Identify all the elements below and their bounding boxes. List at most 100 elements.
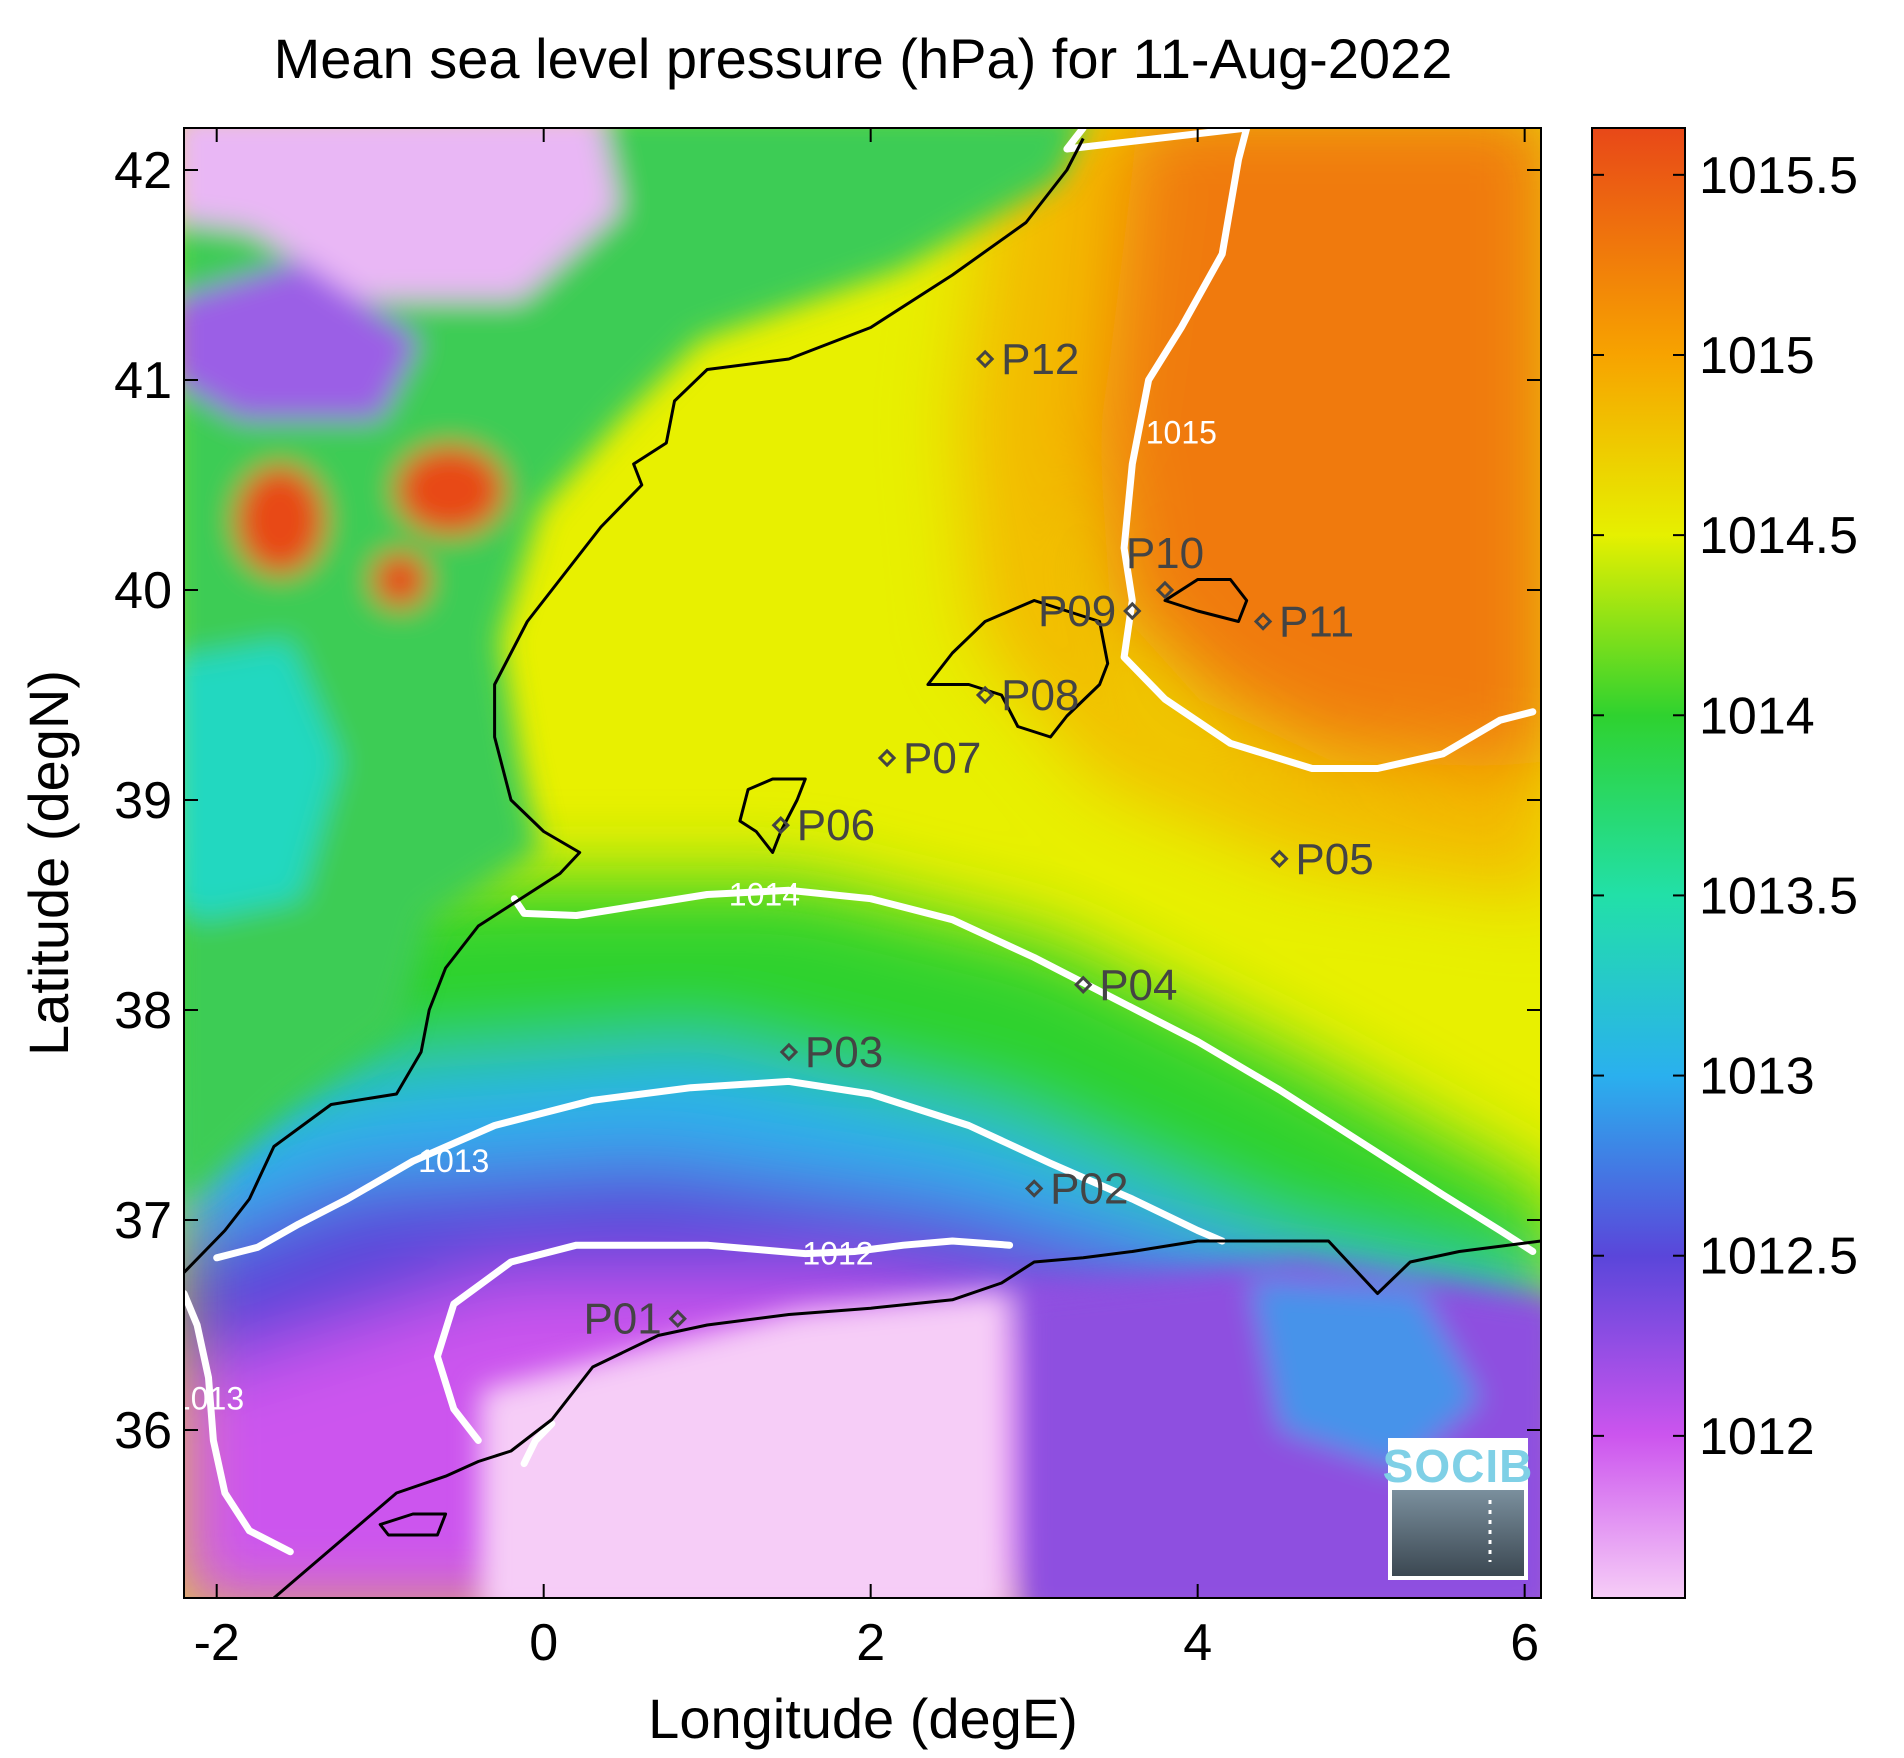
field-africa-teal bbox=[1250, 1280, 1480, 1470]
station-label: P03 bbox=[805, 1028, 883, 1077]
station-marker bbox=[975, 685, 995, 705]
coastline-segment-3 bbox=[1163, 578, 1249, 623]
field-land-violet bbox=[184, 260, 420, 420]
contour-label: 1013 bbox=[173, 1381, 244, 1417]
station-label: P01 bbox=[583, 1295, 661, 1344]
field-africa-pink bbox=[480, 1290, 1010, 1598]
station-marker bbox=[668, 1309, 687, 1328]
station-P08: P08 bbox=[975, 671, 1079, 720]
logo-text: SOCIB bbox=[1383, 1440, 1534, 1492]
station-marker bbox=[1074, 975, 1093, 994]
field-land-hot2 bbox=[395, 445, 505, 535]
station-marker bbox=[1270, 849, 1289, 868]
contour-label: 1012 bbox=[802, 1236, 873, 1272]
colorbar-tick-label: 1015.5 bbox=[1699, 147, 1858, 205]
y-tick-label: 36 bbox=[114, 1402, 172, 1460]
contour-line-1012 bbox=[520, 1420, 556, 1468]
coastline-segment-2 bbox=[926, 599, 1110, 739]
y-tick-label: 40 bbox=[114, 562, 172, 620]
station-P11: P11 bbox=[1253, 598, 1354, 647]
station-label: P08 bbox=[1001, 671, 1079, 720]
station-label: P11 bbox=[1279, 598, 1354, 647]
field-land-north bbox=[184, 128, 1083, 1196]
contour-line-1013 bbox=[184, 1290, 294, 1556]
y-tick-label: 42 bbox=[114, 142, 172, 200]
contours: 1012 1013 1013 1014 1015 bbox=[173, 128, 1537, 1556]
station-label: P07 bbox=[903, 734, 981, 783]
field-land-hot3 bbox=[372, 552, 428, 608]
x-tick-label: 6 bbox=[1510, 1614, 1539, 1672]
station-P03: P03 bbox=[779, 1028, 883, 1077]
y-tick-label: 38 bbox=[114, 982, 172, 1040]
y-tick-label: 37 bbox=[114, 1192, 172, 1250]
colorbar-tick-label: 1012 bbox=[1699, 1408, 1815, 1466]
station-P01: P01 bbox=[583, 1295, 687, 1344]
colorbar-tick-label: 1014 bbox=[1699, 687, 1815, 745]
station-marker bbox=[1155, 580, 1175, 600]
plot-frame bbox=[183, 127, 1542, 1599]
station-P06: P06 bbox=[771, 801, 875, 850]
station-marker bbox=[1123, 601, 1142, 621]
station-label: P09 bbox=[1038, 587, 1116, 636]
x-tick-label: 4 bbox=[1183, 1614, 1212, 1672]
colorbar-tick-label: 1012.5 bbox=[1699, 1228, 1858, 1286]
station-marker bbox=[877, 748, 897, 768]
station-P04: P04 bbox=[1074, 961, 1178, 1010]
station-marker bbox=[975, 349, 995, 369]
contour-line-1012 bbox=[433, 1237, 1014, 1444]
field-land-hot1 bbox=[235, 465, 325, 575]
y-axis: 36 37 38 39 40 41 42 bbox=[114, 142, 1541, 1460]
colorbar-tick-label: 1013 bbox=[1699, 1048, 1815, 1106]
station-label: P02 bbox=[1050, 1165, 1128, 1214]
station-P09: P09 bbox=[1038, 587, 1142, 636]
socib-logo: SOCIB bbox=[1383, 1438, 1534, 1580]
field-land-cyan bbox=[184, 640, 340, 920]
station-P10: P10 bbox=[1126, 529, 1204, 600]
x-axis-label: Longitude (degE) bbox=[648, 1687, 1078, 1750]
contour-line-1014 bbox=[510, 886, 1537, 1255]
coastline-segment-0 bbox=[184, 137, 1085, 1274]
station-marker bbox=[1253, 612, 1273, 631]
field-orange-band bbox=[960, 128, 1541, 898]
station-label: P05 bbox=[1295, 835, 1373, 884]
contour-label: 1014 bbox=[729, 877, 800, 913]
y-axis-label: Latitude (degN) bbox=[17, 670, 80, 1056]
coastline-segment-5 bbox=[378, 1512, 448, 1537]
x-axis: -2 0 2 4 6 bbox=[194, 128, 1539, 1672]
colorbar-ticks: 1012 1012.5 1013 1013.5 1014 1014.5 1015 1015.5 bbox=[1592, 147, 1858, 1466]
contour-line-1013 bbox=[213, 1077, 1226, 1262]
station-P12: P12 bbox=[975, 335, 1079, 384]
y-tick-label: 41 bbox=[114, 352, 172, 410]
contour-line-1015 bbox=[1063, 128, 1537, 772]
colorbar-tick-label: 1014.5 bbox=[1699, 507, 1858, 565]
coastline-segment-1 bbox=[272, 1239, 1541, 1598]
contour-label: 1015 bbox=[1146, 415, 1217, 451]
colorbar-tick-label: 1015 bbox=[1699, 327, 1815, 385]
colorbar-tick-label: 1013.5 bbox=[1699, 867, 1858, 925]
station-P07: P07 bbox=[877, 734, 981, 783]
field-land-magenta bbox=[184, 128, 620, 300]
colorbar: 1012 1012.5 1013 1013.5 1014 1014.5 1015 1015.5 bbox=[1591, 127, 1858, 1599]
station-marker bbox=[1024, 1179, 1044, 1198]
y-tick-label: 39 bbox=[114, 772, 172, 830]
station-P02: P02 bbox=[1024, 1165, 1128, 1214]
station-label: P06 bbox=[797, 801, 875, 850]
x-tick-label: 2 bbox=[856, 1614, 885, 1672]
field-high-east bbox=[1100, 128, 1541, 770]
station-marker bbox=[771, 816, 790, 835]
colorbar-bar bbox=[1591, 127, 1686, 1599]
station-label: P10 bbox=[1126, 529, 1204, 578]
x-tick-label: -2 bbox=[194, 1614, 240, 1672]
coastline-segment-4 bbox=[738, 777, 807, 854]
station-marker bbox=[779, 1042, 799, 1062]
x-tick-label: 0 bbox=[529, 1614, 558, 1672]
station-label: P04 bbox=[1099, 961, 1177, 1010]
map-title: Mean sea level pressure (hPa) for 11-Aug… bbox=[274, 27, 1453, 90]
contour-label: 1013 bbox=[418, 1143, 489, 1179]
station-P05: P05 bbox=[1270, 835, 1374, 884]
station-label: P12 bbox=[1001, 335, 1079, 384]
coastline bbox=[184, 137, 1541, 1598]
